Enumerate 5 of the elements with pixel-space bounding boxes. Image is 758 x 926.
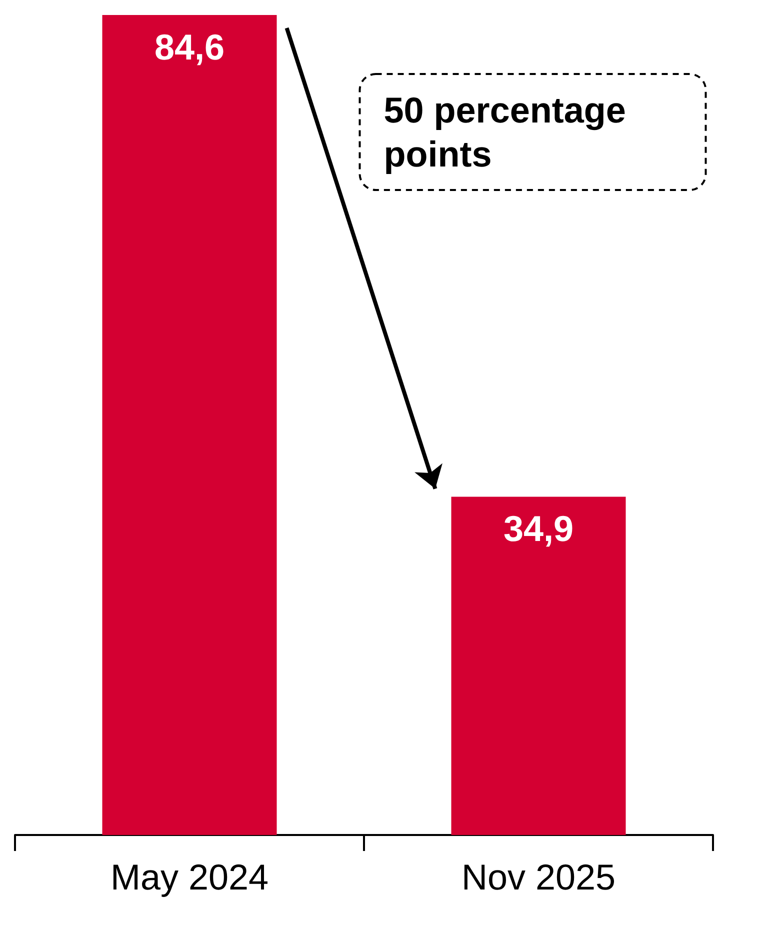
x-tick-label: Nov 2025 (461, 856, 616, 898)
annotation: 50 percentage points (384, 90, 636, 174)
x-tick-label: May 2024 (110, 856, 269, 898)
data-label: 34,9 (503, 508, 574, 550)
data-label: 84,6 (154, 26, 225, 68)
